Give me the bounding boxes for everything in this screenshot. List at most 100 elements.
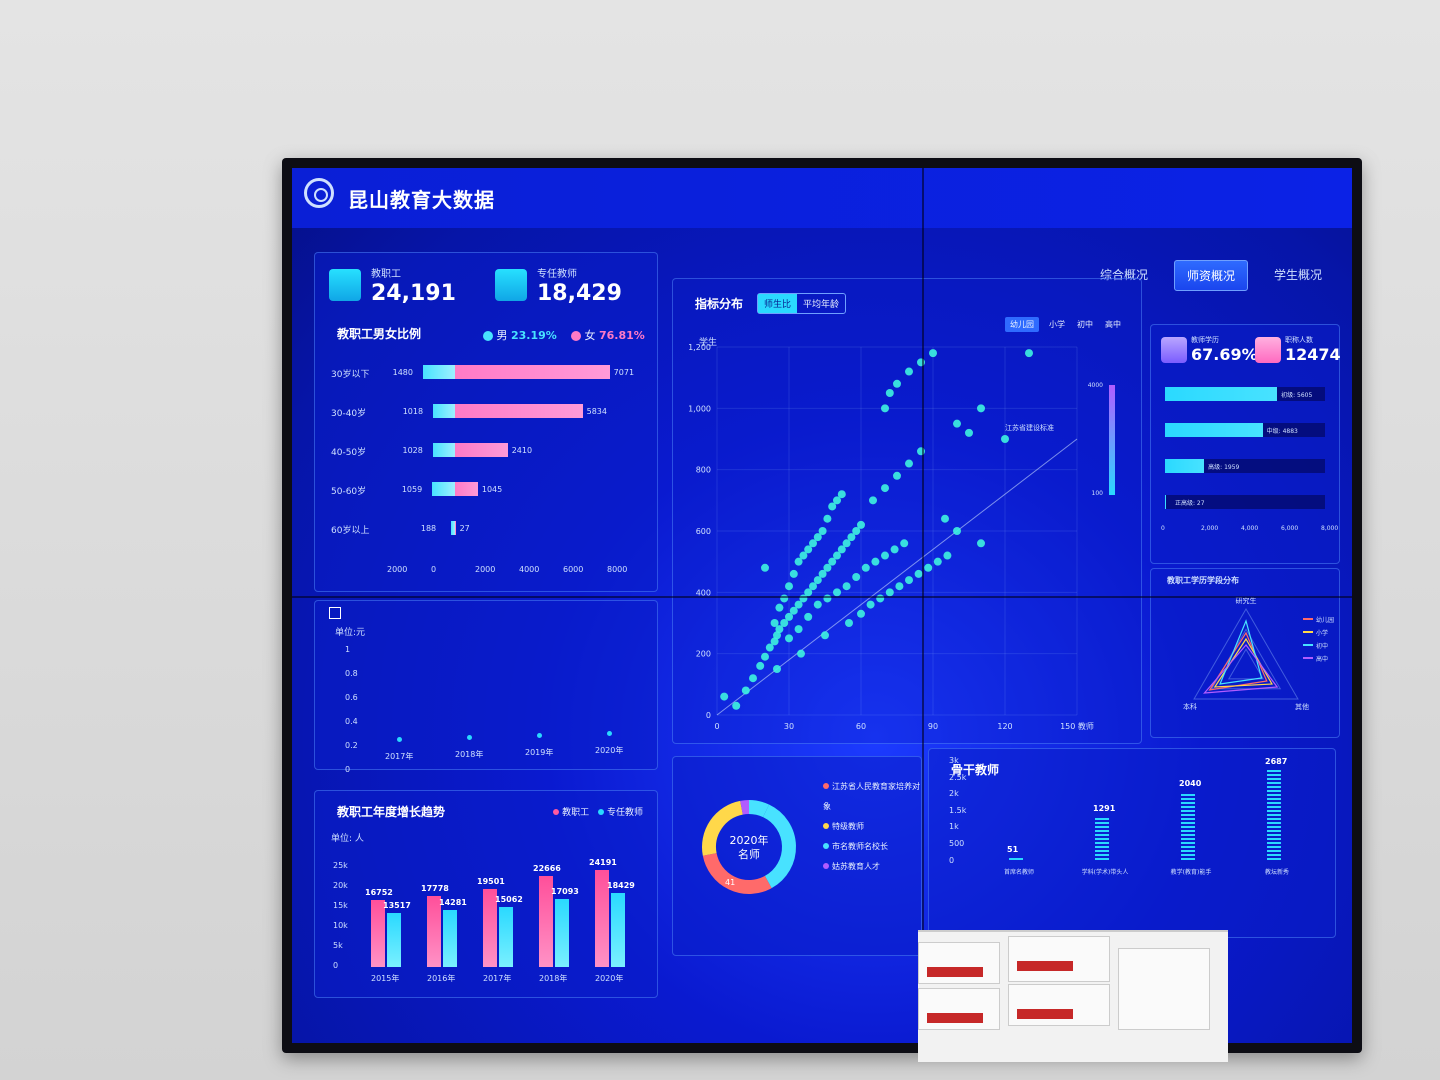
staff-icon xyxy=(329,269,361,301)
backbone-title: 骨干教师 xyxy=(951,763,1000,777)
backbone-bar-segment xyxy=(1095,850,1109,852)
title-x-tick: 8,000 xyxy=(1321,525,1339,532)
trend-x-tick: 2016年 xyxy=(427,974,456,983)
radar-series xyxy=(1219,619,1263,685)
backbone-bar-segment xyxy=(1181,858,1195,860)
salary-x-tick: 2018年 xyxy=(455,750,484,759)
backbone-bar-segment xyxy=(1095,858,1109,860)
backbone-bar-segment xyxy=(1181,822,1195,824)
salary-y-tick: 0.8 xyxy=(345,669,358,678)
toggle-ratio[interactable]: 师生比 xyxy=(758,294,798,313)
backbone-bar-segment xyxy=(1267,858,1281,860)
trend-bar-teacher xyxy=(443,909,457,967)
backbone-bar-segment xyxy=(1095,838,1109,840)
backbone-bar-segment xyxy=(1267,798,1281,800)
trend-bar-staff xyxy=(539,876,553,967)
donut-segment xyxy=(740,800,750,815)
scatter-point xyxy=(1025,349,1033,358)
backbone-bar-segment xyxy=(1181,806,1195,808)
scatter-point xyxy=(813,533,822,542)
female-label: 女 xyxy=(584,329,596,342)
scatter-x-tick: 0 xyxy=(714,722,719,731)
backbone-bar-segment xyxy=(1095,854,1109,856)
tab-teachers[interactable]: 师资概况 xyxy=(1173,260,1248,291)
backbone-bar-segment xyxy=(1267,850,1281,852)
backbone-bar-segment xyxy=(1095,826,1109,828)
tab-students[interactable]: 学生概况 xyxy=(1273,268,1322,282)
toggle-age[interactable]: 平均年龄 xyxy=(803,300,840,310)
screen-seam-vertical xyxy=(922,168,924,1043)
backbone-bar-segment xyxy=(1181,830,1195,832)
backbone-bar-segment xyxy=(1267,810,1281,812)
backbone-bar-segment xyxy=(1009,858,1023,860)
scatter-point xyxy=(756,661,765,670)
scatter-point xyxy=(924,563,933,572)
scatter-point xyxy=(842,582,851,591)
scatter-x-tick: 150 教师 xyxy=(1060,721,1094,731)
scatter-point xyxy=(780,619,789,627)
backbone-bar-segment xyxy=(1181,794,1195,796)
scatter-point xyxy=(785,582,793,591)
backbone-bar-segment xyxy=(1267,778,1281,780)
backbone-bar-segment xyxy=(1181,846,1195,848)
box xyxy=(918,988,1000,1030)
backbone-bar-segment xyxy=(1095,842,1109,844)
gender-axis-tick: 8000 xyxy=(607,565,628,574)
filter-primary[interactable]: 小学 xyxy=(1049,320,1065,329)
scatter-point xyxy=(953,527,961,535)
scatter-y-tick: 1,200 xyxy=(688,343,711,352)
female-icon xyxy=(571,331,581,341)
scatter-point xyxy=(799,551,808,560)
filter-high[interactable]: 高中 xyxy=(1105,320,1121,329)
scatter-y-tick: 600 xyxy=(696,527,711,536)
backbone-bar-segment xyxy=(1267,842,1281,844)
female-value: 27 xyxy=(459,524,470,533)
backbone-value: 1291 xyxy=(1093,803,1116,813)
title-x-tick: 4,000 xyxy=(1241,525,1259,532)
scatter-point xyxy=(890,545,899,554)
tab-overview[interactable]: 综合概况 xyxy=(1099,268,1148,282)
scatter-point xyxy=(741,686,750,695)
salary-y-tick: 0.6 xyxy=(345,693,358,702)
scatter-point xyxy=(804,612,813,621)
trend-y-tick: 25k xyxy=(333,861,348,870)
donut-value-label: 41 xyxy=(725,878,735,887)
backbone-y-tick: 1k xyxy=(949,822,959,832)
backbone-y-tick: 3k xyxy=(949,756,959,765)
scatter-point xyxy=(809,539,817,548)
scatter-point xyxy=(847,533,856,542)
trend-unit: 单位: 人 xyxy=(331,834,364,844)
scatter-x-tick: 90 xyxy=(928,722,938,731)
scatter-x-tick: 60 xyxy=(856,722,866,731)
scatter-point xyxy=(893,471,901,480)
scatter-point xyxy=(965,428,973,437)
scatter-point xyxy=(828,502,837,511)
backbone-bar-segment xyxy=(1267,802,1281,804)
filter-middle[interactable]: 初中 xyxy=(1077,320,1093,329)
salary-point xyxy=(397,737,402,742)
scatter-point xyxy=(885,389,894,397)
title-bar-fill xyxy=(1165,423,1263,437)
trend-y-tick: 0 xyxy=(333,961,339,970)
trend-x-tick: 2015年 xyxy=(371,974,400,983)
trend-y-tick: 5k xyxy=(333,941,343,950)
radar-legend-label: 幼儿园 xyxy=(1316,616,1334,624)
scatter-point xyxy=(773,631,781,640)
backbone-bar-segment xyxy=(1095,818,1109,820)
scatter-point xyxy=(818,527,827,535)
backbone-y-tick: 2k xyxy=(949,789,959,799)
scatter-point xyxy=(941,514,949,523)
scatter-y-label: 学生 xyxy=(699,338,718,348)
backbone-bar-segment xyxy=(1181,842,1195,844)
scatter-point xyxy=(881,551,889,560)
trend-value-staff: 16752 xyxy=(365,887,393,897)
staff-value: 24,191 xyxy=(371,281,456,306)
scatter-point xyxy=(837,545,846,554)
legend-dot xyxy=(823,783,829,789)
scatter-point xyxy=(761,652,769,661)
filter-kindergarten[interactable]: 幼儿园 xyxy=(1005,317,1039,332)
legend-max: 4000 xyxy=(1088,382,1103,389)
salary-y-tick: 0.2 xyxy=(345,741,358,750)
scatter-point xyxy=(761,563,769,572)
gender-row-label: 30-40岁 xyxy=(331,409,367,419)
